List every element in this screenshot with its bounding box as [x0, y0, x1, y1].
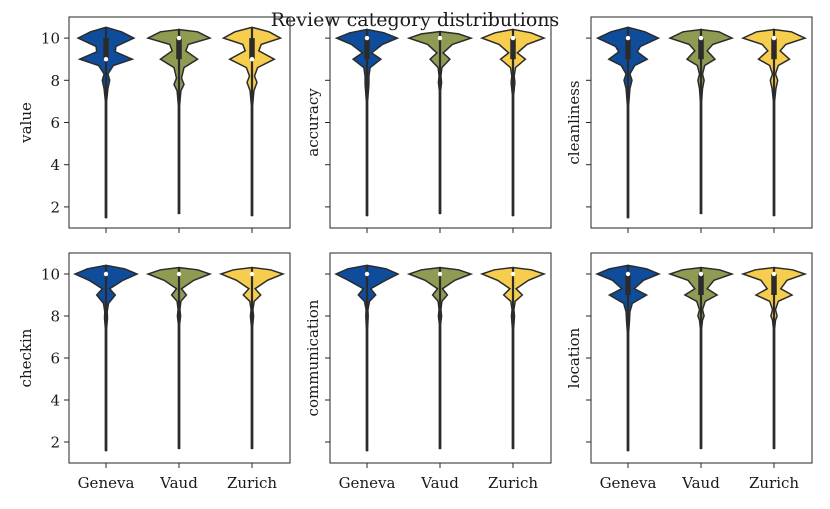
median-communication-geneva — [364, 271, 370, 277]
y-tick-label: 4 — [50, 392, 60, 410]
panel-checkin: 2 4 6 8 10 Geneva Vaud Zurich checkin — [17, 252, 291, 492]
x-tick-label: Geneva — [339, 474, 396, 492]
median-communication-zurich — [510, 271, 516, 277]
y-axis-label: communication — [304, 299, 322, 416]
x-tick-label: Geneva — [600, 474, 657, 492]
median-checkin-vaud — [176, 271, 182, 277]
median-accuracy-geneva — [364, 35, 370, 41]
panel-communication: Geneva Vaud Zurich communication — [304, 252, 552, 492]
y-axis-label: cleanliness — [565, 80, 583, 164]
y-tick-label: 8 — [50, 308, 60, 326]
panels-layer: 2 4 6 8 10 value accuracy cleanliness 2 4 6 8 10 Gene… — [17, 16, 813, 492]
x-tick-label: Zurich — [749, 474, 799, 492]
median-checkin-geneva — [103, 271, 109, 277]
median-communication-vaud — [437, 271, 443, 277]
y-tick-label: 10 — [41, 30, 60, 48]
panel-value: 2 4 6 8 10 value — [17, 16, 291, 233]
y-tick-label: 2 — [50, 434, 60, 452]
y-tick-label: 2 — [50, 198, 60, 216]
median-accuracy-vaud — [437, 35, 443, 41]
median-location-zurich — [771, 271, 777, 277]
x-tick-label: Vaud — [681, 474, 720, 492]
median-location-vaud — [698, 271, 704, 277]
panel-accuracy: accuracy — [304, 16, 552, 233]
median-value-vaud — [176, 35, 182, 41]
y-tick-label: 6 — [50, 114, 60, 132]
x-tick-label: Vaud — [420, 474, 459, 492]
x-tick-label: Vaud — [159, 474, 198, 492]
y-tick-label: 8 — [50, 72, 60, 90]
median-cleanliness-geneva — [625, 35, 631, 41]
x-tick-label: Geneva — [78, 474, 135, 492]
chart-title: Review category distributions — [271, 9, 560, 31]
panel-location: Geneva Vaud Zurich location — [565, 252, 813, 492]
median-value-geneva — [103, 57, 109, 62]
y-axis-label: checkin — [17, 328, 35, 387]
median-cleanliness-zurich — [771, 35, 777, 41]
median-value-zurich — [249, 57, 255, 62]
median-checkin-zurich — [249, 271, 255, 277]
y-tick-label: 10 — [41, 266, 60, 284]
y-tick-label: 4 — [50, 156, 60, 174]
y-axis-label: accuracy — [304, 88, 322, 157]
median-accuracy-zurich — [510, 35, 516, 41]
y-axis-label: value — [17, 102, 35, 144]
x-tick-label: Zurich — [227, 474, 277, 492]
median-location-geneva — [625, 271, 631, 277]
panel-cleanliness: cleanliness — [565, 16, 813, 233]
median-cleanliness-vaud — [698, 35, 704, 41]
x-tick-label: Zurich — [488, 474, 538, 492]
y-tick-label: 6 — [50, 350, 60, 368]
y-axis-label: location — [565, 327, 583, 388]
